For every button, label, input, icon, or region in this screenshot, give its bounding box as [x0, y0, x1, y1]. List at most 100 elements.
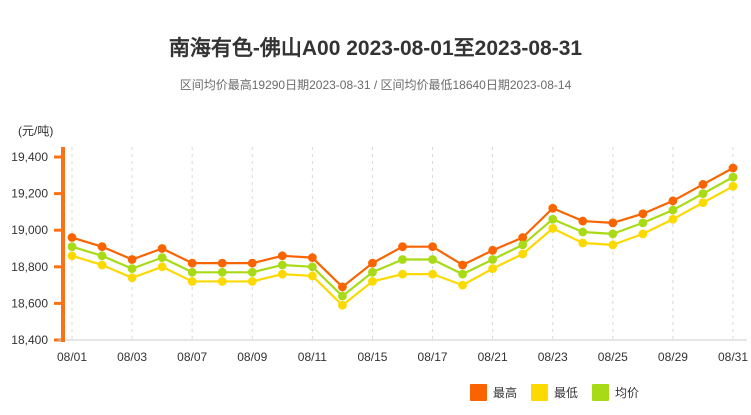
data-point[interactable]: [97, 242, 107, 252]
series-lines: [70, 166, 735, 307]
legend-swatch-highest-icon: [470, 384, 487, 401]
data-point[interactable]: [548, 203, 558, 213]
data-point[interactable]: [458, 260, 467, 270]
data-point[interactable]: [187, 267, 197, 277]
data-point[interactable]: [698, 180, 708, 189]
data-point[interactable]: [127, 264, 137, 274]
data-point[interactable]: [127, 273, 137, 283]
y-axis-unit-label: (元/吨): [18, 124, 54, 138]
legend-item-lowest[interactable]: 最低: [531, 384, 578, 401]
x-tick-label: 08/07: [177, 350, 207, 364]
data-point[interactable]: [277, 269, 287, 279]
data-point[interactable]: [608, 218, 618, 228]
data-point[interactable]: [97, 251, 107, 261]
page-title: 南海有色-佛山A00 2023-08-01至2023-08-31: [168, 37, 583, 60]
data-point[interactable]: [368, 277, 377, 286]
data-point[interactable]: [728, 172, 738, 182]
legend-label-lowest: 最低: [554, 386, 579, 400]
data-point[interactable]: [638, 229, 648, 239]
data-point[interactable]: [488, 255, 498, 264]
data-point[interactable]: [338, 300, 347, 310]
data-point[interactable]: [247, 258, 257, 268]
legend-item-average[interactable]: 均价: [592, 384, 639, 401]
data-point[interactable]: [668, 214, 678, 224]
data-point[interactable]: [578, 238, 588, 248]
data-point[interactable]: [428, 255, 437, 264]
x-tick-label: 08/11: [298, 350, 327, 364]
data-point[interactable]: [668, 196, 678, 206]
data-point[interactable]: [217, 258, 227, 268]
data-point[interactable]: [307, 253, 317, 263]
data-point[interactable]: [698, 189, 708, 199]
data-point[interactable]: [518, 233, 528, 242]
data-point[interactable]: [157, 262, 167, 272]
data-point[interactable]: [338, 291, 347, 301]
data-point[interactable]: [428, 242, 437, 252]
chart-legend: 最高 最低 均价: [470, 384, 639, 401]
data-point[interactable]: [398, 269, 407, 279]
data-point[interactable]: [488, 264, 498, 274]
data-point[interactable]: [488, 245, 498, 255]
y-tick-label: 19,000: [11, 223, 48, 237]
y-tick-label: 18,600: [11, 296, 48, 310]
data-point[interactable]: [458, 269, 467, 279]
data-point[interactable]: [728, 181, 738, 191]
data-point[interactable]: [398, 242, 407, 252]
data-point[interactable]: [217, 267, 227, 277]
data-point[interactable]: [368, 258, 377, 268]
data-point[interactable]: [307, 262, 317, 272]
x-tick-label: 08/21: [478, 350, 508, 364]
data-point[interactable]: [157, 253, 167, 263]
data-point[interactable]: [247, 277, 257, 286]
data-point[interactable]: [548, 214, 558, 224]
x-tick-label: 08/01: [57, 350, 87, 364]
data-point[interactable]: [217, 277, 227, 286]
x-tick-label: 08/29: [658, 350, 688, 364]
data-point[interactable]: [307, 271, 317, 281]
data-point[interactable]: [368, 267, 377, 277]
data-point[interactable]: [277, 260, 287, 270]
data-point[interactable]: [548, 223, 558, 233]
data-point[interactable]: [338, 282, 347, 292]
data-point[interactable]: [67, 242, 77, 252]
data-point[interactable]: [578, 227, 588, 237]
x-tick-label: 08/31: [718, 350, 748, 364]
series-points: [67, 163, 738, 310]
data-point[interactable]: [187, 258, 197, 268]
y-tick-label: 19,400: [11, 150, 48, 164]
x-tick-label: 08/03: [117, 350, 147, 364]
data-point[interactable]: [398, 255, 407, 264]
data-point[interactable]: [67, 251, 77, 261]
data-point[interactable]: [608, 240, 618, 250]
data-point[interactable]: [638, 209, 648, 219]
data-point[interactable]: [187, 277, 197, 286]
y-tick-label: 18,800: [11, 260, 48, 274]
data-point[interactable]: [518, 249, 528, 259]
data-point[interactable]: [518, 240, 528, 250]
data-point[interactable]: [157, 244, 167, 253]
data-point[interactable]: [97, 260, 107, 270]
data-point[interactable]: [668, 205, 678, 215]
data-point[interactable]: [578, 216, 588, 226]
data-point[interactable]: [638, 218, 648, 228]
x-tick-label: 08/25: [598, 350, 628, 364]
data-point[interactable]: [247, 267, 257, 277]
data-point[interactable]: [458, 280, 467, 290]
data-point[interactable]: [698, 198, 708, 208]
data-point[interactable]: [127, 255, 137, 264]
data-point[interactable]: [67, 233, 77, 242]
series-line: [70, 166, 735, 289]
legend-label-average: 均价: [615, 386, 640, 400]
data-point[interactable]: [428, 269, 437, 279]
x-tick-label: 08/09: [237, 350, 267, 364]
data-point[interactable]: [728, 163, 738, 173]
chart-subtitle: 区间均价最高19290日期2023-08-31 / 区间均价最低18640日期2…: [179, 78, 572, 92]
legend-swatch-lowest-icon: [531, 384, 549, 401]
x-tick-label: 08/23: [538, 350, 568, 364]
data-point[interactable]: [608, 229, 618, 239]
data-point[interactable]: [277, 251, 287, 261]
legend-item-highest[interactable]: 最高: [470, 384, 517, 401]
y-tick-label: 18,400: [11, 333, 48, 347]
